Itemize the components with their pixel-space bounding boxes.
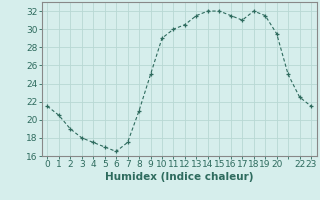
X-axis label: Humidex (Indice chaleur): Humidex (Indice chaleur) [105, 172, 253, 182]
